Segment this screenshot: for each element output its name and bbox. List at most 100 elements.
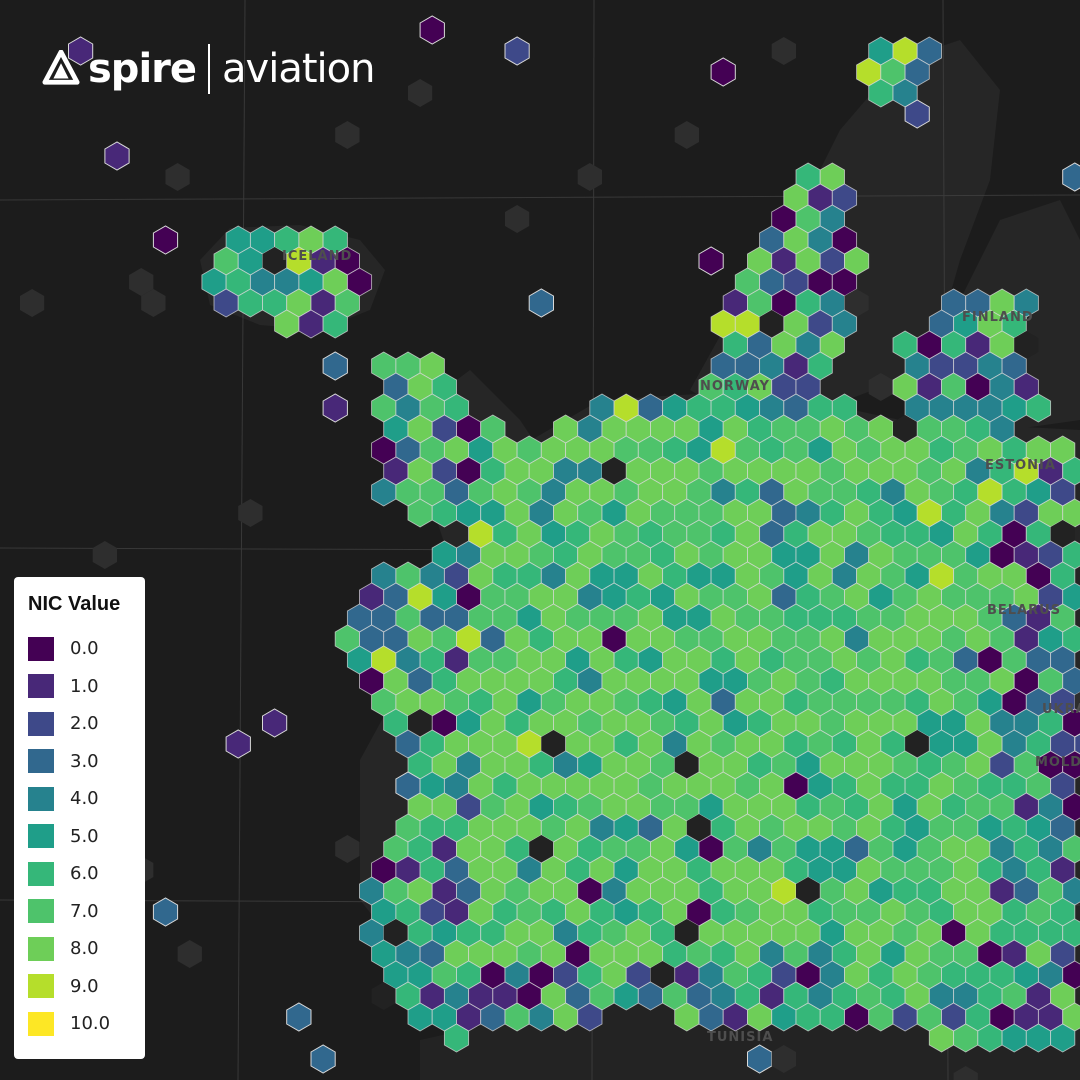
country-label-tunisia: TUNISIA bbox=[707, 1030, 774, 1045]
hex-cell-empty bbox=[844, 289, 869, 317]
legend-swatch bbox=[28, 636, 54, 661]
hex-cell bbox=[322, 351, 348, 381]
hex-cell bbox=[419, 15, 445, 45]
brand-logo: spire aviation bbox=[42, 44, 375, 94]
hex-cell-empty bbox=[141, 289, 166, 317]
hex-cell-empty bbox=[771, 37, 796, 65]
brand-name: spire bbox=[88, 46, 197, 92]
legend-label: 4.0 bbox=[70, 788, 99, 810]
hex-cell bbox=[286, 1002, 312, 1032]
brand-product: aviation bbox=[222, 46, 375, 92]
hex-layer bbox=[20, 15, 1080, 1080]
hex-cell bbox=[322, 393, 348, 423]
legend-swatch bbox=[28, 974, 54, 999]
hex-cell-empty bbox=[893, 415, 918, 443]
hex-cell bbox=[1025, 393, 1052, 423]
hex-cell bbox=[443, 1023, 470, 1053]
hex-cell-empty bbox=[408, 79, 433, 107]
legend-item: 4.0 bbox=[28, 780, 131, 818]
legend-item: 0.0 bbox=[28, 630, 131, 668]
legend-swatch bbox=[28, 1011, 54, 1036]
legend-swatch bbox=[28, 861, 54, 886]
country-label-finland: FINLAND bbox=[962, 310, 1034, 325]
hex-cell bbox=[1062, 162, 1080, 192]
spire-triangle-icon bbox=[42, 50, 80, 85]
hex-cell-empty bbox=[674, 121, 699, 149]
hex-cell-empty bbox=[335, 835, 360, 863]
hex-cell-empty bbox=[541, 730, 566, 758]
hex-cell bbox=[152, 225, 179, 255]
hex-cell-empty bbox=[262, 247, 287, 275]
hex-cell-empty bbox=[20, 289, 45, 317]
hex-cell bbox=[577, 1002, 603, 1032]
hex-cell bbox=[68, 36, 94, 66]
hex-cell-empty bbox=[796, 877, 821, 905]
nic-legend: NIC Value 0.0 1.0 2.0 3.0 4.0 5.0 6.0 7.0 8.0 9.0… bbox=[14, 577, 145, 1059]
legend-label: 1.0 bbox=[70, 675, 99, 697]
hex-cell bbox=[528, 288, 554, 318]
hex-cell bbox=[104, 141, 130, 171]
hex-cell-empty bbox=[674, 919, 699, 947]
legend-label: 9.0 bbox=[70, 975, 99, 997]
hex-cell-empty bbox=[529, 835, 554, 863]
hex-cell-empty bbox=[129, 268, 154, 296]
hex-cell bbox=[310, 1044, 336, 1074]
legend-label: 6.0 bbox=[70, 863, 99, 885]
graticule-line bbox=[237, 0, 246, 1080]
legend-label: 2.0 bbox=[70, 713, 99, 735]
hex-cell-empty bbox=[602, 457, 627, 485]
hex-cell-empty bbox=[505, 205, 530, 233]
logo-divider bbox=[208, 44, 211, 94]
hex-cell-empty bbox=[238, 499, 263, 527]
legend-item: 10.0 bbox=[28, 1005, 131, 1043]
hex-cell-empty bbox=[868, 373, 893, 401]
hex-cell-empty bbox=[335, 121, 360, 149]
country-label-moldova: MOLDOVA bbox=[1035, 755, 1080, 770]
hex-cell-empty bbox=[674, 751, 699, 779]
hex-cell-empty bbox=[383, 919, 408, 947]
hex-cell-empty bbox=[1050, 520, 1075, 548]
hex-cell bbox=[152, 897, 179, 927]
hex-cell-empty bbox=[650, 961, 675, 989]
legend-item: 5.0 bbox=[28, 818, 131, 856]
hex-cell-empty bbox=[408, 709, 433, 737]
hex-cell bbox=[262, 708, 288, 738]
hex-cell bbox=[1050, 1023, 1076, 1053]
hex-cell bbox=[904, 99, 930, 129]
country-label-norway: NORWAY bbox=[700, 379, 770, 394]
legend-label: 7.0 bbox=[70, 900, 99, 922]
legend-swatch bbox=[28, 824, 54, 849]
hex-cell bbox=[698, 246, 724, 276]
legend-item: 2.0 bbox=[28, 705, 131, 743]
hex-cell-empty bbox=[1074, 691, 1080, 713]
legend-label: 5.0 bbox=[70, 825, 99, 847]
legend-item: 9.0 bbox=[28, 968, 131, 1006]
hex-cell-empty bbox=[177, 940, 202, 968]
hex-cell-empty bbox=[1014, 331, 1039, 359]
graticule-line bbox=[0, 194, 1080, 201]
country-label-iceland: ICELAND bbox=[282, 249, 353, 264]
hex-cell-empty bbox=[577, 163, 602, 191]
hex-cell-empty bbox=[686, 814, 712, 842]
legend-item: 8.0 bbox=[28, 930, 131, 968]
legend-label: 8.0 bbox=[70, 938, 99, 960]
country-label-ukraine: UKRAINE bbox=[1042, 702, 1080, 717]
legend-label: 10.0 bbox=[70, 1013, 111, 1035]
country-label-estonia: ESTONIA bbox=[985, 458, 1056, 473]
hex-cell bbox=[504, 36, 530, 66]
hex-cell-empty bbox=[92, 541, 117, 569]
legend-item: 7.0 bbox=[28, 893, 131, 931]
legend-label: 0.0 bbox=[70, 638, 99, 660]
legend-swatch bbox=[28, 936, 54, 961]
legend-swatch bbox=[28, 899, 54, 924]
legend-item: 3.0 bbox=[28, 743, 131, 781]
legend-item: 6.0 bbox=[28, 855, 131, 893]
legend-item: 1.0 bbox=[28, 668, 131, 706]
legend-swatch bbox=[28, 674, 54, 699]
hex-cell-empty bbox=[759, 310, 784, 338]
legend-label: 3.0 bbox=[70, 750, 99, 772]
legend-swatch bbox=[28, 749, 54, 774]
hex-cell-empty bbox=[371, 982, 396, 1010]
